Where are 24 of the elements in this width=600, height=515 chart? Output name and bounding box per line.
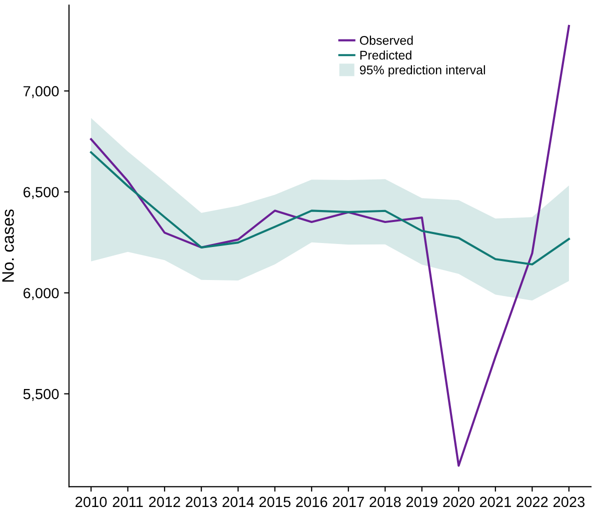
x-tick-label: 2011 bbox=[112, 496, 143, 508]
y-axis-title: No. cases bbox=[2, 209, 14, 282]
line-series bbox=[90, 151, 570, 266]
x-tick-label: 2015 bbox=[259, 496, 290, 508]
legend-label: Predicted bbox=[360, 50, 412, 60]
x-tick-label: 2022 bbox=[516, 496, 548, 508]
x-tick-label: 2023 bbox=[553, 496, 585, 508]
y-tick-label: 6,000 bbox=[24, 288, 59, 300]
x-tick-label: 2016 bbox=[296, 496, 328, 508]
y-tick-label: 5,500 bbox=[23, 388, 59, 401]
y-tick-label: 7,000 bbox=[24, 86, 59, 98]
x-tick-label: 2021 bbox=[480, 496, 511, 508]
x-tick-label: 2017 bbox=[332, 496, 364, 508]
x-tick-label: 2018 bbox=[370, 496, 401, 508]
line-series bbox=[90, 24, 570, 467]
x-tick-label: 2013 bbox=[186, 496, 217, 508]
x-tick-label: 2020 bbox=[443, 496, 474, 508]
annotation: 95% prediction interval bbox=[360, 65, 485, 77]
x-tick-label: 2019 bbox=[406, 496, 438, 508]
legend-label: Observed bbox=[360, 36, 413, 45]
x-tick-label: 2012 bbox=[149, 496, 180, 508]
x-tick-label: 2014 bbox=[222, 496, 254, 508]
x-tick-label: 2010 bbox=[76, 496, 107, 508]
y-tick-label: 6,500 bbox=[24, 187, 59, 200]
